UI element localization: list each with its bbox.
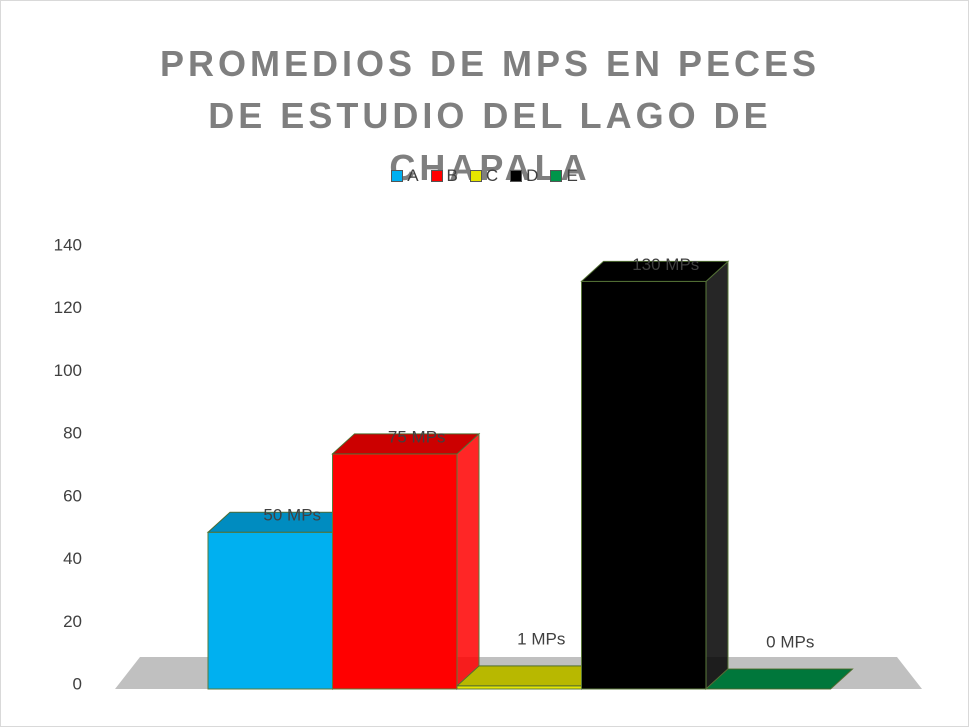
- bar-top-shade: [457, 665, 604, 686]
- data-label: 1 MPs: [517, 629, 565, 648]
- legend-item: B: [430, 166, 458, 186]
- data-label: 50 MPs: [263, 506, 321, 525]
- bar-top-shade: [208, 512, 355, 533]
- bar: [581, 280, 707, 690]
- bar-top: [704, 668, 854, 690]
- legend-swatch: [430, 170, 443, 182]
- bar-top-shade: [706, 669, 853, 689]
- y-tick-label: 120: [54, 298, 82, 317]
- legend: A B C D E: [0, 166, 969, 186]
- data-label: 130 MPs: [632, 255, 699, 274]
- y-tick-label: 60: [63, 486, 82, 505]
- legend-label: E: [566, 166, 578, 185]
- bar-top-shade: [332, 433, 479, 454]
- y-tick-label: 80: [63, 424, 82, 443]
- bar-side: [705, 260, 729, 691]
- bar-top-shade: [581, 261, 728, 282]
- legend-swatch: [550, 170, 563, 182]
- bar-top: [331, 433, 481, 455]
- bar: [207, 531, 333, 690]
- legend-label: C: [485, 166, 499, 185]
- legend-swatch: [469, 170, 482, 182]
- bar-side: [456, 432, 480, 691]
- legend-item: A: [391, 166, 419, 186]
- legend-label: D: [526, 166, 539, 185]
- data-label: 75 MPs: [388, 427, 446, 446]
- legend-item: D: [510, 166, 538, 186]
- y-tick-label: 100: [54, 361, 82, 380]
- legend-swatch: [391, 170, 404, 182]
- bar-top: [580, 260, 730, 282]
- legend-item: C: [469, 166, 499, 186]
- y-tick-label: 20: [63, 612, 82, 631]
- legend-item: E: [550, 166, 578, 186]
- legend-label: B: [446, 166, 458, 185]
- y-tick-label: 140: [54, 235, 82, 254]
- y-tick-label: 0: [73, 674, 82, 693]
- y-tick-label: 40: [63, 549, 82, 568]
- bar: [332, 453, 458, 690]
- data-label: 0 MPs: [766, 632, 814, 651]
- legend-swatch: [510, 170, 523, 182]
- legend-label: A: [407, 166, 419, 185]
